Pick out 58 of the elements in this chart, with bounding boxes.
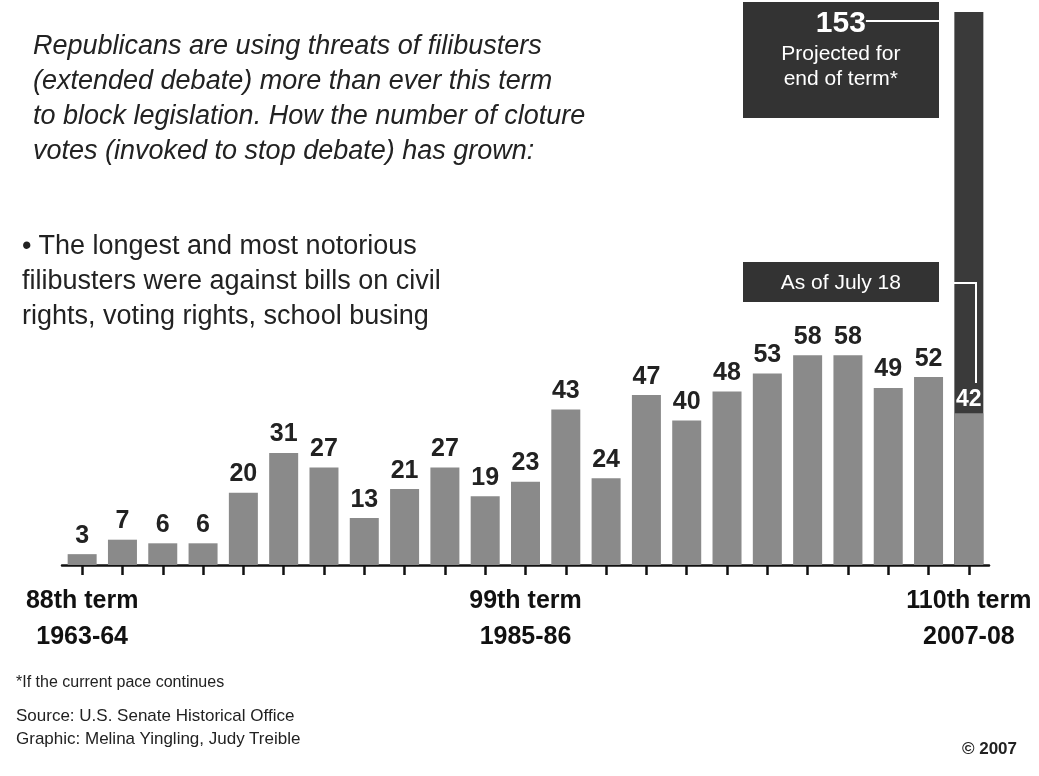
x-tick-label: 99th term 1985-86: [469, 585, 582, 649]
data-label: 31: [269, 418, 298, 447]
x-tick-label: 110th term 2007-08: [906, 585, 1032, 649]
data-label: 42: [956, 384, 982, 411]
bar: [309, 467, 339, 565]
annotation: Projected for end of term*: [780, 40, 902, 90]
bar: [833, 355, 863, 565]
text: © 2007: [961, 738, 1017, 759]
data-label: 53: [753, 338, 782, 367]
bar: [430, 467, 460, 565]
bar: [188, 543, 218, 565]
data-label: 3: [75, 519, 90, 548]
data-label: 21: [390, 454, 419, 483]
data-label: 40: [672, 385, 701, 414]
bar: [228, 492, 258, 565]
bar: [793, 355, 823, 565]
data-label: 20: [229, 458, 258, 487]
bar: [672, 420, 702, 565]
bar: [752, 373, 782, 565]
bar: [470, 496, 500, 565]
data-label: 58: [793, 320, 822, 349]
bar: [631, 395, 661, 565]
bar: [269, 452, 299, 565]
bar: [712, 391, 742, 565]
data-label: 43: [551, 375, 580, 404]
bar: [914, 377, 944, 565]
text: Graphic: Melina Yingling, Judy Treible: [16, 728, 301, 749]
bar: [591, 478, 621, 565]
data-label: 47: [632, 360, 661, 389]
data-label: 153: [815, 4, 866, 38]
bar: [148, 543, 178, 565]
bar: [390, 489, 420, 565]
data-label: 48: [713, 357, 742, 386]
data-label: 19: [471, 461, 500, 490]
data-label: 24: [592, 443, 621, 472]
data-label: 6: [196, 508, 211, 537]
data-label: 7: [115, 505, 130, 534]
bar: [954, 413, 984, 565]
data-label: 13: [350, 483, 379, 512]
data-label: 49: [874, 353, 903, 382]
x-tick-label: 88th term 1963-64: [25, 585, 139, 649]
annotation: As of July 18: [779, 269, 902, 294]
data-label: 6: [155, 508, 170, 537]
data-label: 23: [511, 447, 540, 476]
source-note: Source: U.S. Senate Historical Office: [16, 705, 295, 726]
data-label: 52: [914, 342, 943, 371]
text: Republicans are using threats of filibusters (extended debate) more than ever this term to block legislation. How the number of cloture votes (invoked to stop debate) has grown:: [33, 29, 586, 165]
text: *If the current pace continues: [16, 672, 225, 692]
bar: [511, 481, 540, 565]
bar: [67, 554, 97, 565]
bar: [551, 409, 581, 565]
data-label: 27: [430, 432, 459, 461]
bar: [873, 387, 903, 565]
annotation: • The longest and most notorious filibusters were against bills on civil rights, voting rights, school busing: [22, 229, 441, 332]
data-label: 58: [834, 320, 862, 349]
bar: [349, 518, 379, 565]
bar: [107, 539, 137, 565]
data-label: 27: [310, 432, 338, 461]
